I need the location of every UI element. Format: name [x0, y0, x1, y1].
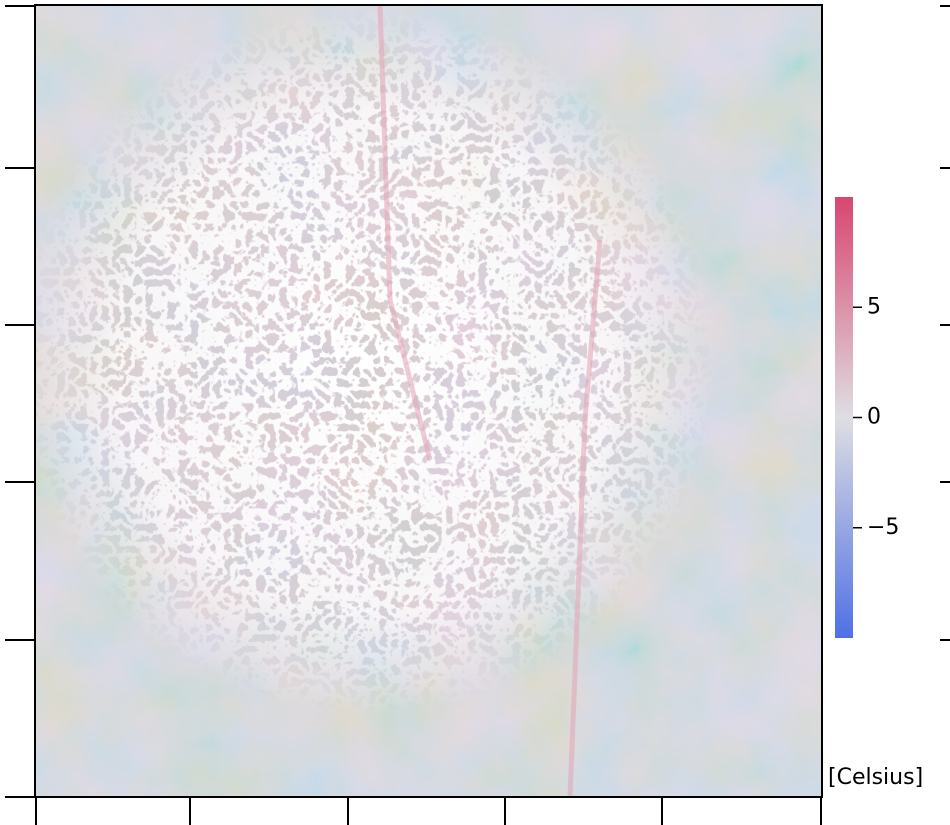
- map-figure: [Celsius] 5 0 −5: [0, 0, 950, 825]
- colorbar: [835, 197, 853, 638]
- colorbar-label: [Celsius]: [828, 765, 923, 790]
- colorbar-tick-label: −5: [867, 515, 899, 540]
- raster: [35, 5, 822, 797]
- colorbar-tick-label: 5: [867, 294, 881, 319]
- colorbar-tick-label: 0: [867, 405, 881, 430]
